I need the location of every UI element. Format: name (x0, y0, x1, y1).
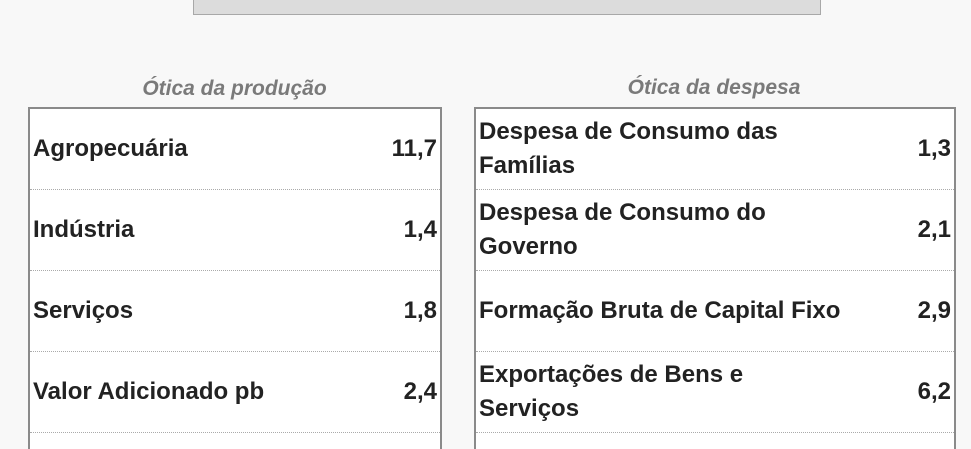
row-value: 2,1 (917, 216, 951, 243)
row-label: Serviços (33, 297, 134, 324)
table-row: Valor Adicionado pb 2,4 (30, 352, 440, 433)
row-label: Exportações de Bens e Serviços (479, 361, 744, 422)
producao-table: Agropecuária 11,7 Indústria 1,4 Serviços 1,… (28, 107, 442, 449)
row-label: Indústria (33, 216, 135, 243)
row-value: 1,8 (403, 297, 437, 324)
despesa-table: Despesa de Consumo das Famílias 1,3 Despe… (474, 107, 956, 449)
row-value: 6,2 (917, 378, 951, 405)
table-row: Despesa de Consumo do Governo 2,1 (476, 190, 954, 271)
row-value: 1,3 (917, 135, 951, 162)
row-label: Formação Bruta de Capital Fixo (479, 297, 841, 324)
row-value: 2,9 (917, 297, 951, 324)
row-label: Agropecuária (33, 135, 188, 162)
row-value: 1,4 (403, 216, 437, 243)
despesa-title: Ótica da despesa (627, 76, 801, 99)
table-row: Indústria 1,4 (30, 190, 440, 271)
table-row: Formação Bruta de Capital Fixo 2,9 (476, 271, 954, 352)
top-panel (193, 0, 821, 15)
table-row: Despesa de Consumo das Famílias 1,3 (476, 109, 954, 190)
table-row: Agropecuária 11,7 (30, 109, 440, 190)
table-row: Serviços 1,8 (30, 271, 440, 352)
row-label: Despesa de Consumo do Governo (479, 199, 766, 260)
producao-title: Ótica da produção (142, 77, 327, 100)
row-label: Despesa de Consumo das Famílias (479, 118, 778, 179)
table-row: Exportações de Bens e Serviços 6,2 (476, 352, 954, 433)
row-value: 2,4 (403, 378, 437, 405)
row-value: 11,7 (391, 135, 437, 162)
row-label: Valor Adicionado pb (33, 378, 265, 405)
